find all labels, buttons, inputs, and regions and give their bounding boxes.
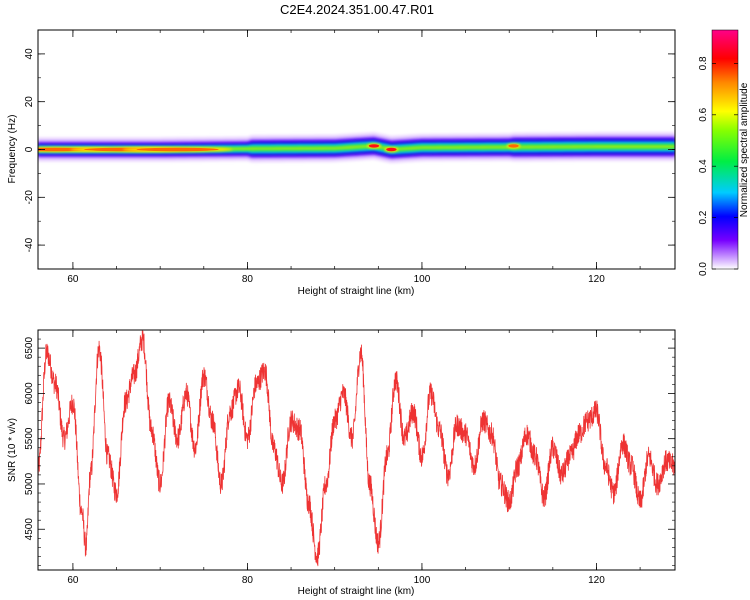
- spectrogram-band: [38, 132, 675, 164]
- spectrogram-ylabel: Frequency (Hz): [7, 115, 18, 184]
- colorbar-tick-label: 0.4: [698, 159, 709, 173]
- colorbar: 0.0 0.2 0.4 0.6 0.8 Normalized spectral ampl…: [698, 29, 750, 276]
- snr-frame: [37, 329, 676, 571]
- snr-x-tick-label: 100: [414, 575, 431, 586]
- spectrogram-xlabel: Height of straight line (km): [298, 286, 415, 297]
- snr-x-tick-label: 120: [588, 575, 605, 586]
- spectrogram-x-tick-label: 100: [414, 274, 431, 285]
- snr-series-line: [38, 330, 675, 567]
- snr-x-tick-label: 60: [67, 575, 79, 586]
- snr-y-tick-label: 5500: [24, 427, 35, 450]
- snr-ylabel: SNR (10 * v/v): [7, 418, 18, 482]
- snr-y-tick-label: 6500: [24, 337, 35, 360]
- spectrogram-y-tick-label: 0: [24, 146, 35, 152]
- spectrogram-panel: 60 80 100 120 -40 -20 0 20 40 Height of straight…: [7, 29, 676, 297]
- snr-y-tick-label: 5000: [24, 472, 35, 495]
- colorbar-tick-label: 0.2: [698, 210, 709, 224]
- snr-x-tick-label: 80: [242, 575, 254, 586]
- spectrogram-peak: [368, 144, 380, 148]
- spectrogram-y-tick-label: -40: [24, 237, 35, 252]
- spectrogram-x-tick-label: 80: [242, 274, 254, 285]
- colorbar-tick-label: 0.6: [698, 107, 709, 121]
- spectrogram-peak: [386, 147, 397, 152]
- snr-y-tick-label: 4500: [24, 518, 35, 541]
- spectrogram-x-tick-label: 120: [588, 274, 605, 285]
- spectrogram-y-tick-label: 40: [24, 48, 35, 60]
- chart-title: C2E4.2024.351.00.47.R01: [280, 2, 434, 17]
- colorbar-tick-label: 0.8: [698, 56, 709, 70]
- snr-axes: 60 80 100 120 4500 5000 5500 6000 6500: [24, 329, 675, 586]
- colorbar-axis: 0.0 0.2 0.4 0.6 0.8: [698, 56, 738, 276]
- spectrogram-y-tick-label: -20: [24, 190, 35, 205]
- snr-y-tick-label: 6000: [24, 382, 35, 405]
- colorbar-tick-label: 0.0: [698, 262, 709, 276]
- snr-xlabel: Height of straight line (km): [298, 586, 415, 597]
- spectrogram-axes: 60 80 100 120 -40 -20 0 20 40: [24, 29, 675, 285]
- spectrogram-x-tick-label: 60: [67, 274, 79, 285]
- spectrogram-y-tick-label: 20: [24, 96, 35, 108]
- spectrogram-peak: [508, 144, 519, 148]
- colorbar-gradient: [711, 29, 739, 270]
- colorbar-label: Normalized spectral amplitude: [739, 82, 750, 217]
- snr-panel: 60 80 100 120 4500 5000 5500 6000 6500 Height of…: [7, 329, 676, 597]
- spectrogram-peak: [136, 147, 219, 152]
